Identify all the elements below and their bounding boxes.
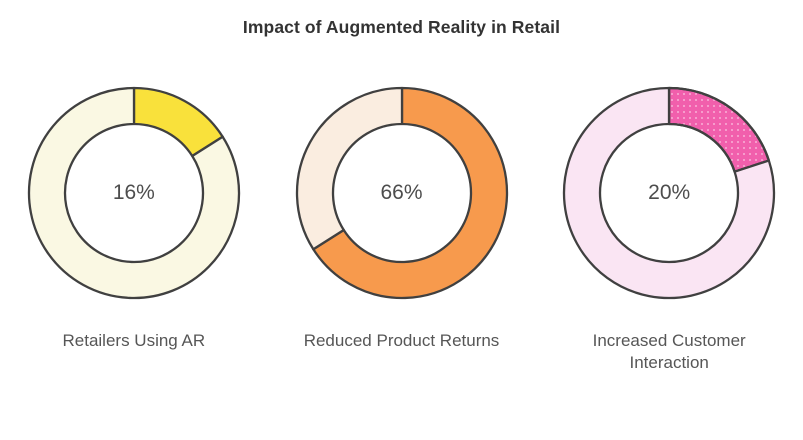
donut-increased-customer-interaction: 20% (562, 86, 776, 300)
charts-row: 16% Retailers Using AR 66% Reduced Produ… (0, 86, 803, 374)
donut-chart-increased-customer-interaction: 20% Increased Customer Interaction (535, 86, 803, 374)
donut-reduced-product-returns: 66% (295, 86, 509, 300)
donut-chart-reduced-product-returns: 66% Reduced Product Returns (268, 86, 536, 374)
donut-chart-retailers-using-ar: 16% Retailers Using AR (0, 86, 268, 374)
page-title: Impact of Augmented Reality in Retail (242, 17, 561, 37)
chart-caption: Retailers Using AR (62, 331, 206, 350)
chart-caption: Increased Customer Interaction (592, 331, 746, 373)
donut-svg-retailers-using-ar (27, 86, 240, 300)
chart-caption: Reduced Product Returns (303, 331, 500, 350)
donut-svg-increased-customer-interaction (563, 86, 776, 300)
donut-retailers-using-ar: 16% (27, 86, 241, 300)
donut-svg-reduced-product-returns (295, 86, 508, 300)
